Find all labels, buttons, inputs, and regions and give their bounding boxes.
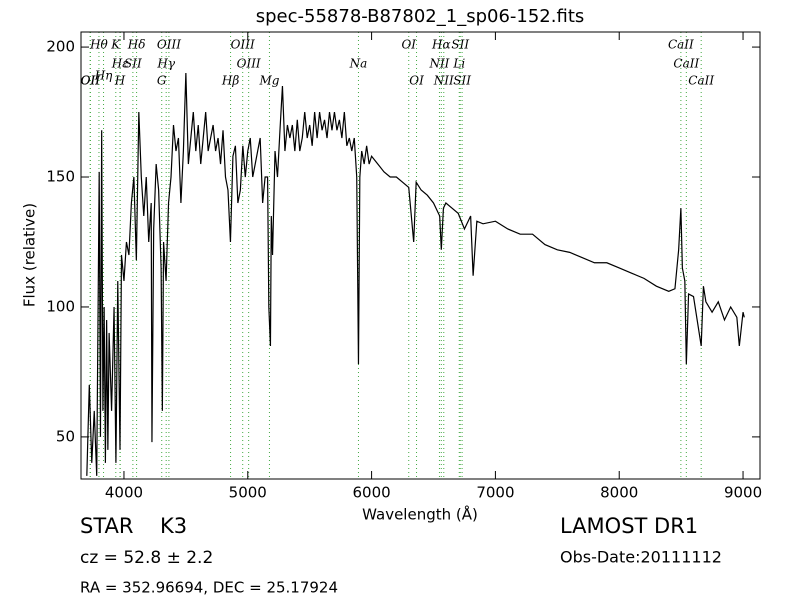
y-tick-label: 100 [46,297,75,315]
x-tick-label: 7000 [476,484,514,502]
survey: LAMOST DR1 [560,514,698,538]
class: STAR [80,514,133,538]
spectral-line-label: Hθ [89,38,108,52]
x-axis-label: Wavelength (Å) [362,505,478,524]
spectral-line-label: NII [433,74,454,88]
spectral-line-label: OI [401,38,416,52]
x-tick-label: 4000 [105,484,143,502]
plot-area [86,32,745,479]
x-tick-label: 9000 [724,484,762,502]
spectral-line-label: OI [409,74,424,88]
spectral-line-label: Hδ [127,38,146,52]
spectral-line-label: Mg [258,74,279,88]
spectral-line-label: OIII [231,38,255,52]
y-axis-label: Flux (relative) [21,203,39,307]
spectrum-line [86,73,745,476]
spectral-line-label: SII [453,74,471,88]
spectral-line-label: OII [80,74,100,88]
spectral-line-label: CaII [673,57,699,71]
subclass: K3 [160,514,187,538]
spectral-line-label: OII [81,74,101,88]
coordinates: RA = 352.96694, DEC = 25.17924 [80,579,338,597]
spectral-line-label: CaII [688,74,714,88]
x-tick-label: 6000 [352,484,390,502]
spectral-line-label: Li [452,57,465,71]
obs-date: Obs-Date:20111112 [560,548,722,567]
spectral-line-label: K [110,38,121,52]
spectral-line-label: Hγ [156,57,175,71]
chart-title: spec-55878-B87802_1_sp06-152.fits [256,6,585,27]
spectral-line-label: SII [451,38,469,52]
spectral-line-label: Na [349,57,368,71]
spectral-line-label: Hα [431,38,451,52]
y-tick-label: 150 [46,168,75,186]
spectral-line-label: Hε [111,57,129,71]
spectral-line-label: OIII [237,57,261,71]
spectral-line-label: Hβ [221,74,239,88]
x-tick-label: 5000 [229,484,267,502]
redshift: cz = 52.8 ± 2.2 [80,548,213,568]
spectral-line-label: OIII [157,38,181,52]
plot-frame [80,31,761,480]
spectral-line-label: H [114,74,126,88]
spectral-line-label: G [157,74,167,88]
y-tick-label: 200 [46,38,75,56]
spectral-line-label: SII [124,57,142,71]
x-tick-label: 8000 [600,484,638,502]
spectral-line-label: Hη [94,69,113,83]
spectral-line-label: CaII [668,38,694,52]
y-tick-label: 50 [56,427,75,445]
spectral-line-label: NII [428,57,449,71]
